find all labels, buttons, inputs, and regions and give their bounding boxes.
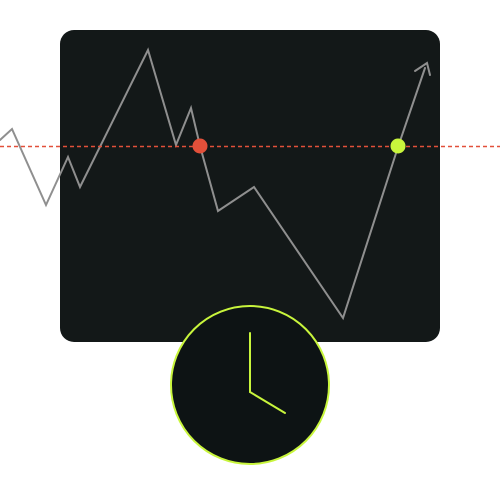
clock-icon xyxy=(170,305,330,465)
clock-hour-hand xyxy=(249,391,286,414)
chart-panel xyxy=(60,30,440,342)
arrow-up-right-icon xyxy=(414,61,431,76)
entry-marker xyxy=(192,138,208,154)
price-line xyxy=(0,47,426,321)
exit-marker xyxy=(390,138,406,154)
